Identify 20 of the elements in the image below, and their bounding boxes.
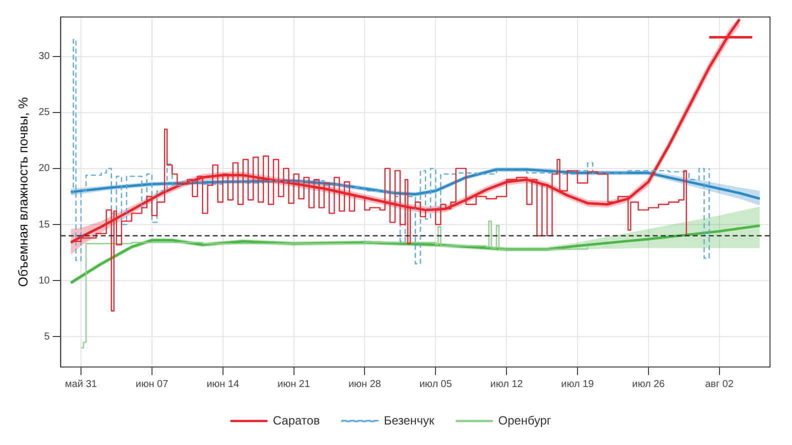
x-tick-label: июл 19 [561,378,594,390]
x-tick-label: июл 12 [490,378,524,390]
y-tick-label: 15 [38,219,50,230]
legend-label: Саратов [272,413,320,428]
x-tick-label: июн 07 [136,378,169,390]
y-tick-label: 10 [38,275,50,286]
x-tick-label: июл 26 [632,378,666,390]
x-tick-label: июн 14 [206,378,240,390]
x-tick-label: июн 28 [348,378,382,390]
x-tick-label: авг 02 [705,378,734,390]
y-tick-label: 5 [44,331,50,342]
y-axis-title: Объемная влажность почвы, % [15,96,30,287]
x-tick-label: июн 21 [278,378,310,390]
y-tick-label: 30 [38,51,50,62]
y-tick-label: 25 [38,107,50,118]
x-tick-label: июл 05 [419,378,452,390]
legend-label: Безенчук [384,413,436,428]
x-tick-label: май 31 [65,378,98,390]
y-tick-label: 20 [38,163,50,174]
legend-label: Оренбург [498,413,552,428]
